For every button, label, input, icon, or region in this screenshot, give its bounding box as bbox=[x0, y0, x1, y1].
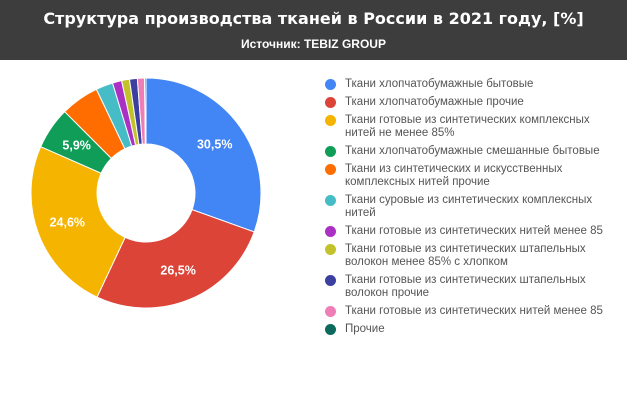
legend-label-5: Ткани суровые из синтетических комплексн… bbox=[345, 194, 593, 219]
legend-swatch-8 bbox=[325, 275, 336, 286]
slice-label-3: 5,9% bbox=[62, 139, 91, 153]
legend-swatch-9 bbox=[325, 306, 336, 317]
legend-item-6: Ткани готовые из синтетических нитей мен… bbox=[323, 225, 623, 238]
legend-label-10: Прочие bbox=[345, 323, 385, 335]
donut-slice-2 bbox=[30, 146, 126, 298]
legend-item-2: Ткани готовые из синтетических комплексн… bbox=[323, 114, 623, 140]
legend-swatch-5 bbox=[325, 195, 336, 206]
legend-swatch-0 bbox=[325, 79, 336, 90]
donut-slice-10 bbox=[144, 77, 147, 145]
legend-item-10: Прочие bbox=[323, 323, 623, 336]
chart-source: Источник: TEBIZ GROUP bbox=[241, 37, 386, 51]
legend-swatch-10 bbox=[325, 324, 336, 335]
legend-label-7: Ткани готовые из синтетических штапельны… bbox=[345, 243, 586, 268]
legend-item-7: Ткани готовые из синтетических штапельны… bbox=[323, 243, 623, 269]
legend-item-9: Ткани готовые из синтетических нитей мен… bbox=[323, 305, 623, 318]
slice-label-1: 26,5% bbox=[160, 264, 195, 278]
chart-legend: Ткани хлопчатобумажные бытовые Ткани хлоп… bbox=[323, 78, 623, 341]
legend-label-9: Ткани готовые из синтетических нитей мен… bbox=[345, 305, 603, 317]
legend-swatch-6 bbox=[325, 226, 336, 237]
legend-label-2: Ткани готовые из синтетических комплексн… bbox=[345, 114, 590, 139]
legend-swatch-1 bbox=[325, 97, 336, 108]
slice-label-0: 30,5% bbox=[197, 138, 232, 152]
donut-slice-1 bbox=[96, 208, 255, 309]
donut-chart: 30,5% 26,5% 24,6% 5,9% bbox=[30, 77, 262, 309]
legend-swatch-3 bbox=[325, 146, 336, 157]
legend-item-1: Ткани хлопчатобумажные прочие bbox=[323, 96, 623, 109]
legend-item-5: Ткани суровые из синтетических комплексн… bbox=[323, 194, 623, 220]
legend-swatch-4 bbox=[325, 164, 336, 175]
slice-label-2: 24,6% bbox=[50, 215, 85, 229]
legend-item-8: Ткани готовые из синтетических штапельны… bbox=[323, 274, 623, 300]
legend-label-0: Ткани хлопчатобумажные бытовые bbox=[345, 78, 534, 90]
chart-title: Структура производства тканей в России в… bbox=[43, 9, 584, 28]
legend-label-3: Ткани хлопчатобумажные смешанные бытовые bbox=[345, 145, 600, 157]
legend-item-0: Ткани хлопчатобумажные бытовые bbox=[323, 78, 623, 91]
chart-header: Структура производства тканей в России в… bbox=[0, 0, 627, 60]
legend-label-4: Ткани из синтетических и искусственных к… bbox=[345, 163, 563, 188]
legend-item-3: Ткани хлопчатобумажные смешанные бытовые bbox=[323, 145, 623, 158]
legend-label-1: Ткани хлопчатобумажные прочие bbox=[345, 96, 524, 108]
legend-item-4: Ткани из синтетических и искусственных к… bbox=[323, 163, 623, 189]
legend-label-8: Ткани готовые из синтетических штапельны… bbox=[345, 274, 586, 299]
legend-label-6: Ткани готовые из синтетических нитей мен… bbox=[345, 225, 603, 237]
legend-swatch-7 bbox=[325, 244, 336, 255]
legend-swatch-2 bbox=[325, 115, 336, 126]
donut-slice-0 bbox=[145, 77, 262, 233]
